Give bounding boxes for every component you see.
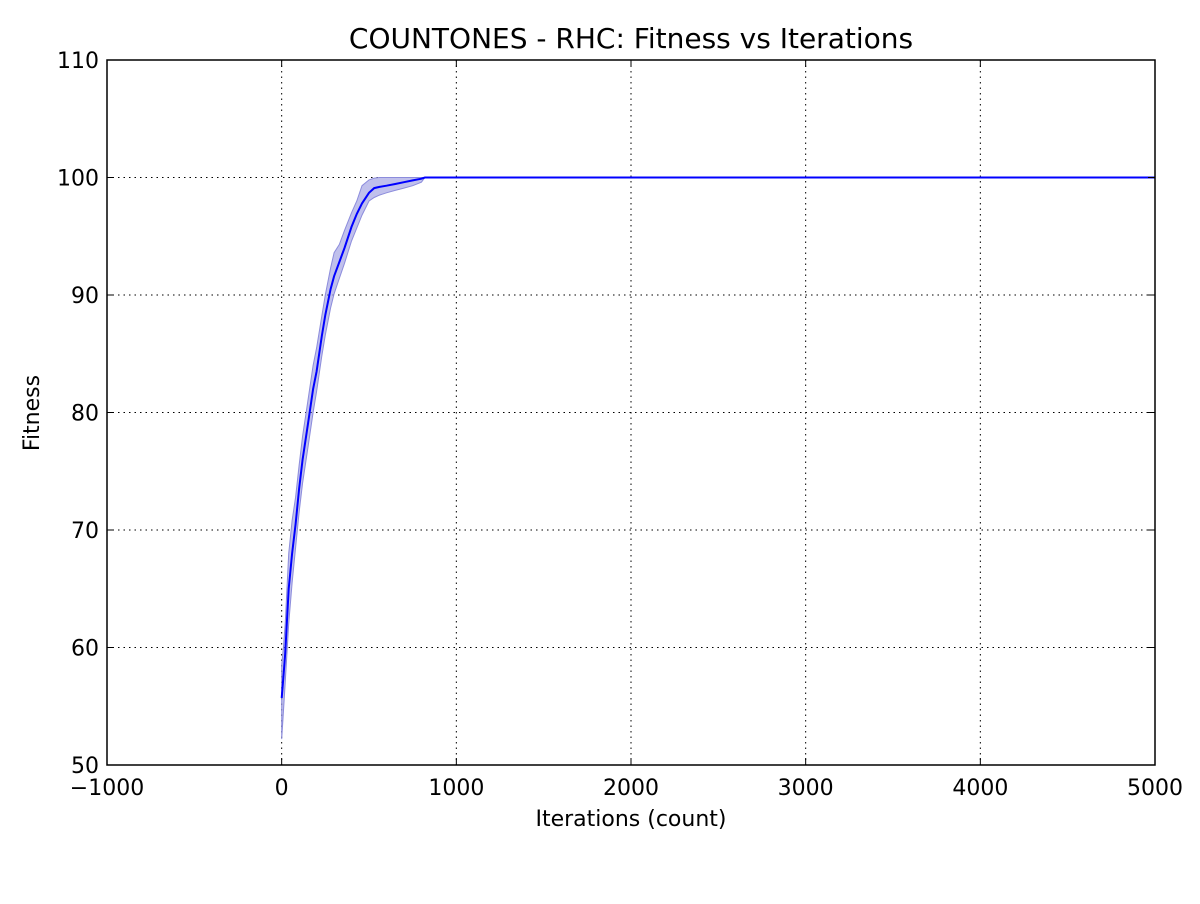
- chart-title: COUNTONES - RHC: Fitness vs Iterations: [349, 22, 913, 55]
- x-tick-labels: −1000 0 1000 2000 3000 4000 5000: [70, 776, 1183, 801]
- series-line-layer: [280, 176, 1155, 699]
- fitness-series-line: [280, 176, 1155, 699]
- y-tick-label: 100: [57, 167, 99, 192]
- y-tick-label: 70: [71, 519, 99, 544]
- y-tick-label: 110: [57, 49, 99, 74]
- x-axis-title: Iterations (count): [535, 807, 726, 832]
- x-tick-label: −1000: [70, 776, 144, 801]
- axis-ticks: [106, 59, 1156, 766]
- y-tick-labels: 50 60 70 80 90 100 110: [57, 49, 99, 779]
- y-tick-label: 60: [71, 637, 99, 662]
- y-tick-label: 90: [71, 284, 99, 309]
- x-tick-label: 5000: [1127, 776, 1183, 801]
- x-tick-label: 0: [275, 776, 289, 801]
- x-tick-label: 3000: [778, 776, 834, 801]
- y-tick-label: 50: [71, 754, 99, 779]
- y-axis-title: Fitness: [20, 375, 45, 451]
- x-tick-label: 1000: [428, 776, 484, 801]
- y-tick-label: 80: [71, 402, 99, 427]
- x-tick-label: 2000: [603, 776, 659, 801]
- x-tick-label: 4000: [952, 776, 1008, 801]
